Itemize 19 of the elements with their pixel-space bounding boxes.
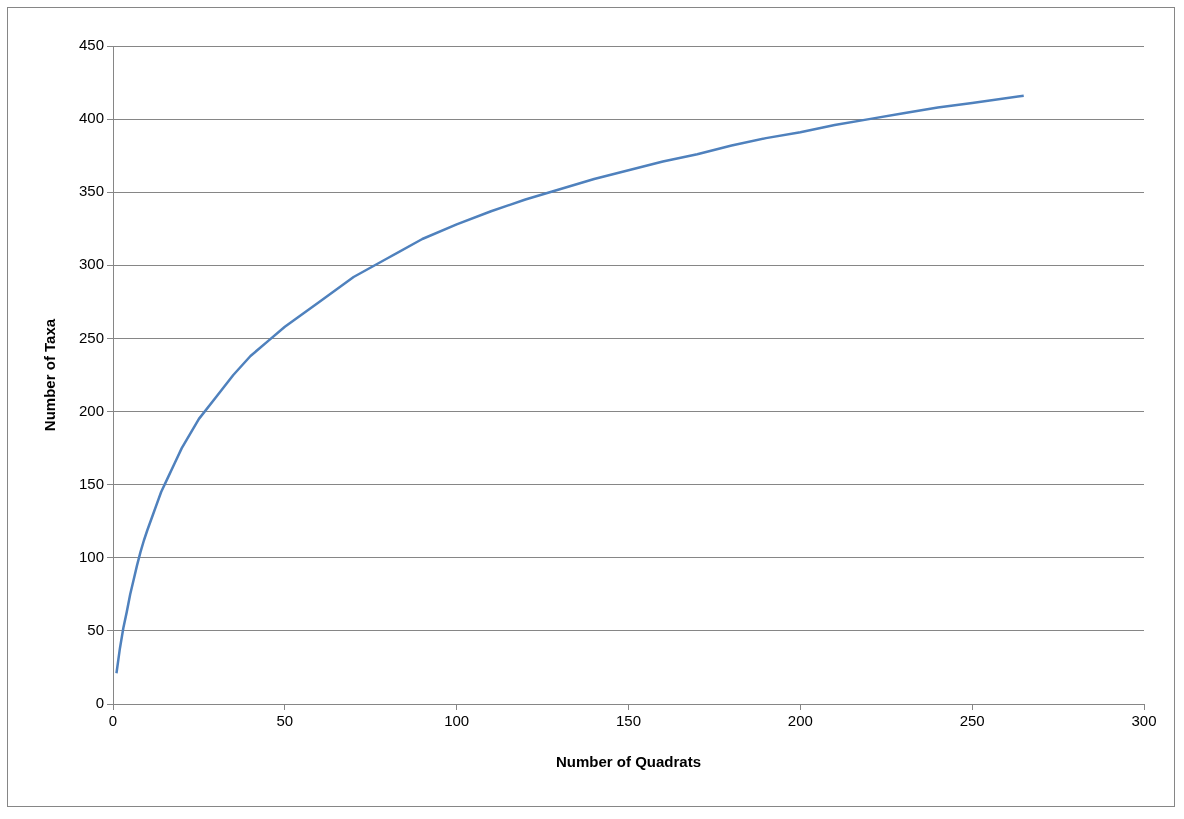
x-tick-label: 0 — [108, 712, 118, 730]
y-tick-label: 300 — [79, 255, 105, 273]
y-tick-label: 400 — [79, 109, 105, 127]
y-tick-label: 100 — [79, 547, 105, 565]
y-tick-label: 450 — [79, 36, 105, 54]
x-tick-label: 300 — [1131, 712, 1157, 730]
x-tick-label: 50 — [276, 712, 294, 730]
y-tick-label: 350 — [79, 182, 105, 200]
y-tick-label: 250 — [79, 328, 105, 346]
y-tick-label: 50 — [87, 621, 105, 639]
x-tick-label: 250 — [959, 712, 985, 730]
x-axis-title: Number of Quadrats — [556, 753, 702, 771]
y-tick-label: 200 — [79, 401, 105, 419]
x-tick-label: 200 — [787, 712, 813, 730]
y-tick-label: 150 — [79, 474, 105, 492]
x-tick-label: 100 — [444, 712, 470, 730]
y-tick-label: 0 — [95, 694, 105, 712]
y-axis-title: Number of Taxa — [41, 318, 59, 432]
x-tick-label: 150 — [616, 712, 642, 730]
